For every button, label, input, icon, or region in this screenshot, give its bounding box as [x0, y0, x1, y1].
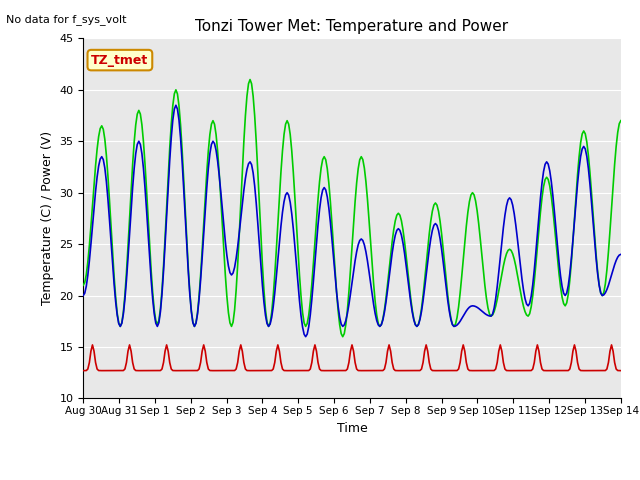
Title: Tonzi Tower Met: Temperature and Power: Tonzi Tower Met: Temperature and Power	[195, 20, 509, 35]
Y-axis label: Temperature (C) / Power (V): Temperature (C) / Power (V)	[41, 132, 54, 305]
Legend: Panel T, Battery V, Air T: Panel T, Battery V, Air T	[200, 477, 504, 480]
Text: No data for f_sys_volt: No data for f_sys_volt	[6, 14, 127, 25]
Text: TZ_tmet: TZ_tmet	[92, 54, 148, 67]
X-axis label: Time: Time	[337, 421, 367, 434]
